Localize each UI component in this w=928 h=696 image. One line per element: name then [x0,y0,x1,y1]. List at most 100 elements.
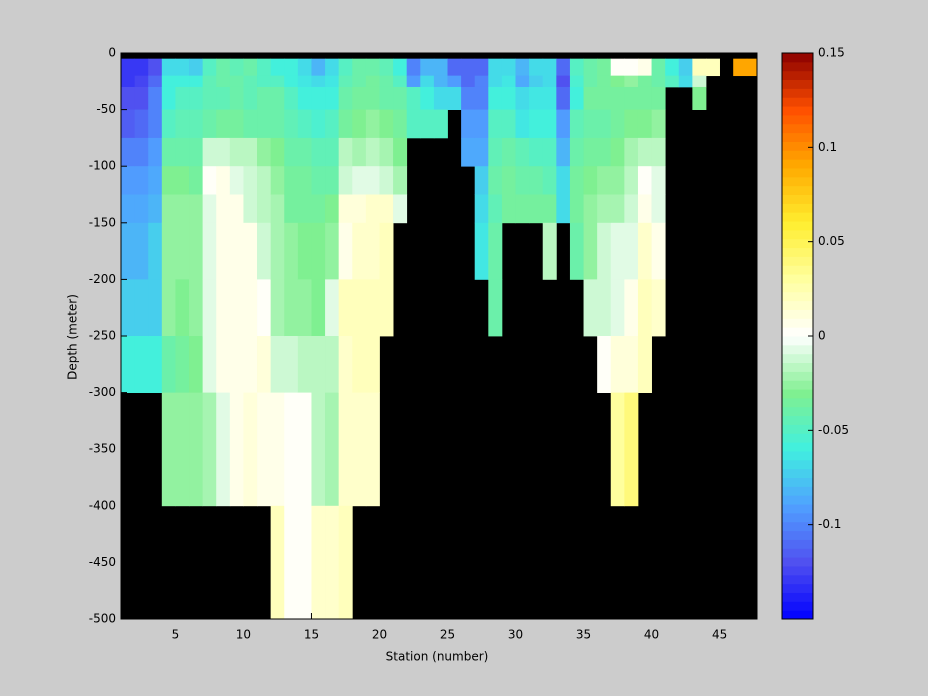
heat-cell [488,75,503,88]
heat-cell [175,75,190,88]
heat-cell [243,222,258,280]
colorbar-step [782,318,813,328]
heat-cell [501,58,516,77]
heat-cell [365,336,380,393]
heat-cell [134,222,149,280]
colorbar-step [782,371,813,381]
heat-cell [610,58,625,77]
colorbar-step [782,114,813,125]
heat-cell [243,166,258,195]
heat-cell [175,336,190,393]
y-tick-label: -300 [89,385,116,399]
colorbar-step [782,97,813,107]
heat-cell [270,58,285,77]
heat-cell [202,109,217,139]
heat-cell [569,166,584,195]
colorbar-step [782,185,813,195]
heat-cell [202,279,217,337]
heat-cell [325,86,340,110]
heat-cell [583,58,598,77]
heat-cell [515,166,530,195]
heat-cell [352,86,367,110]
y-tick-label: -50 [96,102,116,116]
heat-cell [597,137,612,167]
heat-cell [529,86,544,110]
heat-cell [161,109,176,139]
heat-cell [610,336,625,393]
heat-cell [393,137,408,167]
heat-cell [556,194,571,224]
heat-cell [488,222,503,280]
heat-cell [284,194,299,224]
heat-cell [257,109,272,139]
heat-cell [338,109,353,139]
heat-cell [474,137,489,167]
heat-cell [474,75,489,88]
heat-cell [665,75,680,88]
heat-cell [365,194,380,224]
colorbar-step [782,521,813,532]
colorbar-step [782,406,813,417]
heat-cell [501,137,516,167]
heat-cell [189,222,204,280]
heat-cell [148,58,163,77]
heat-cell [665,58,680,77]
x-tick-label: 15 [304,628,319,642]
colorbar-step [782,353,813,364]
heat-cell [379,75,394,88]
heat-cell [529,137,544,167]
heat-cell [733,58,748,77]
heat-cell [624,86,639,110]
heat-cell [637,58,652,77]
heat-cell [651,58,666,77]
heat-cell [297,336,312,393]
colorbar-tick-label: 0 [818,329,826,343]
heat-cell [325,75,340,88]
heat-cell [556,109,571,139]
heat-cell [121,86,136,110]
heat-cell [474,166,489,195]
heat-cell [365,137,380,167]
heat-cell [365,279,380,337]
heat-cell [325,279,340,337]
heat-cell [651,75,666,88]
colorbar-step [782,167,813,178]
heat-cell [433,109,448,139]
heat-cell [569,194,584,224]
heat-cell [134,75,149,88]
heat-cell [583,222,598,280]
colorbar-step [782,106,813,116]
heat-cell [216,86,231,110]
heat-cell [624,336,639,393]
colorbar-step [782,610,813,620]
heat-cell [121,336,136,393]
heat-cell [352,336,367,393]
colorbar-step [782,583,813,593]
heat-cell [148,86,163,110]
heat-cell [393,58,408,77]
heat-cell [297,392,312,507]
heat-cell [148,75,163,88]
heat-cell [556,75,571,88]
heat-cell [243,392,258,507]
heat-cell [311,166,326,195]
heat-cell [325,109,340,139]
heat-cell [311,58,326,77]
heat-cell [352,58,367,77]
heat-cell [257,222,272,280]
colorbar-step [782,574,813,585]
heat-cell [501,166,516,195]
heat-cell [311,137,326,167]
heat-cell [583,86,598,110]
colorbar-step [782,327,813,337]
heat-cell [461,58,476,77]
heat-cell [393,109,408,139]
heat-cell [692,58,707,77]
heat-cell [474,194,489,224]
heat-cell [610,137,625,167]
heat-cell [542,222,557,280]
y-tick-label: -400 [89,498,116,512]
heat-cell [325,137,340,167]
heat-cell [216,137,231,167]
heat-cell [515,86,530,110]
